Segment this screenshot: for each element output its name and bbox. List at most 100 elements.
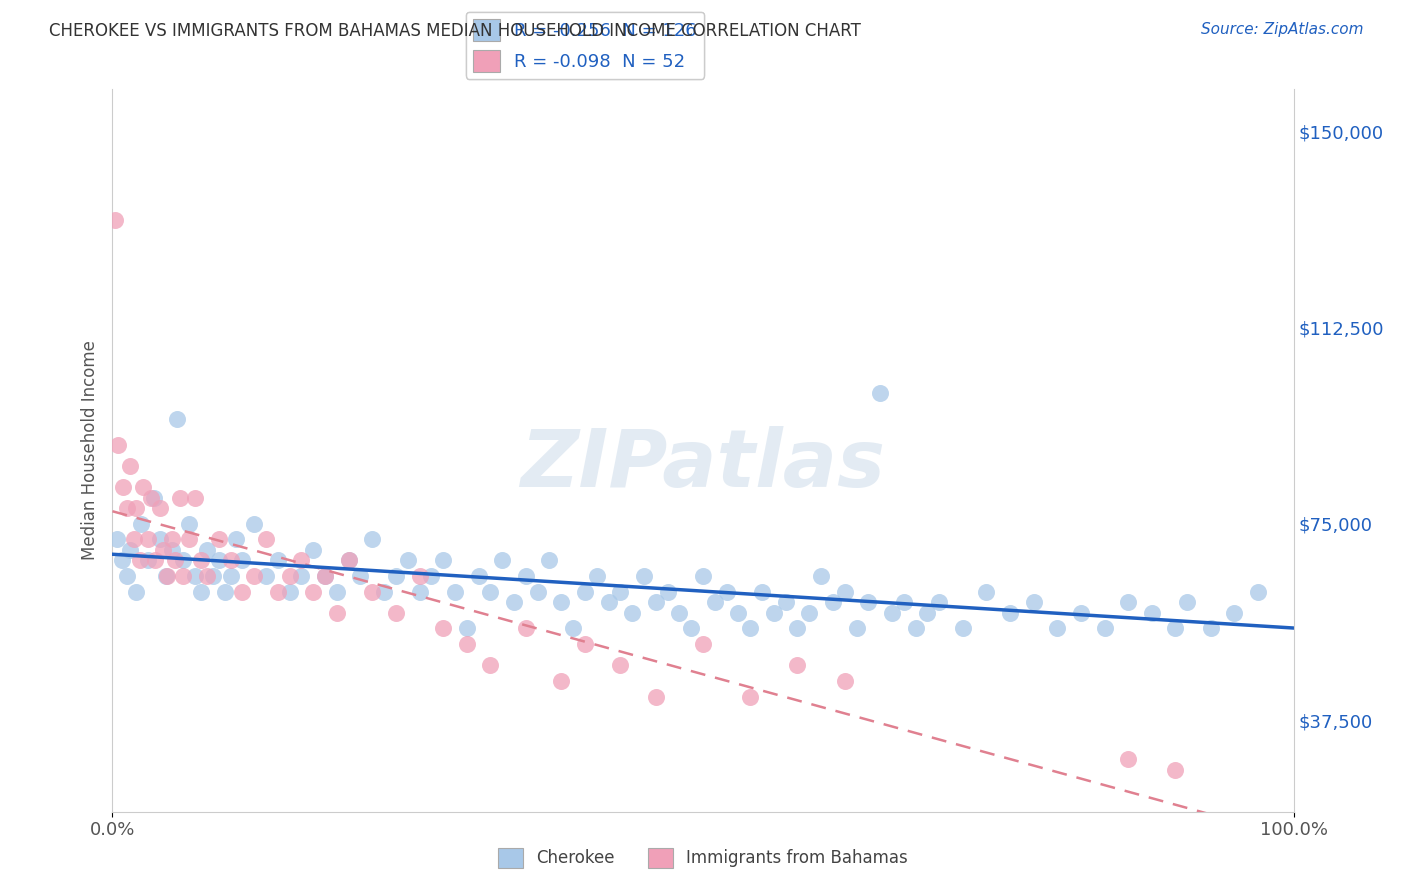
Point	[432, 553, 454, 567]
Point	[668, 606, 690, 620]
Point	[179, 533, 201, 547]
Point	[201, 569, 224, 583]
Point	[1247, 584, 1270, 599]
Point	[152, 543, 174, 558]
Point	[692, 569, 714, 583]
Point	[142, 491, 165, 505]
Point	[184, 491, 207, 505]
Point	[326, 606, 349, 620]
Point	[716, 584, 738, 599]
Point	[574, 637, 596, 651]
Point	[491, 553, 513, 567]
Text: Source: ZipAtlas.com: Source: ZipAtlas.com	[1201, 22, 1364, 37]
Point	[740, 622, 762, 636]
Point	[1094, 622, 1116, 636]
Point	[219, 569, 242, 583]
Point	[456, 622, 478, 636]
Point	[821, 595, 844, 609]
Point	[166, 412, 188, 426]
Point	[456, 637, 478, 651]
Point	[169, 491, 191, 505]
Point	[141, 491, 163, 505]
Point	[165, 553, 187, 567]
Point	[1116, 595, 1139, 609]
Point	[1140, 606, 1163, 620]
Point	[214, 584, 236, 599]
Point	[278, 584, 301, 599]
Point	[149, 533, 172, 547]
Point	[231, 553, 253, 567]
Point	[740, 690, 762, 704]
Text: CHEROKEE VS IMMIGRANTS FROM BAHAMAS MEDIAN HOUSEHOLD INCOME CORRELATION CHART: CHEROKEE VS IMMIGRANTS FROM BAHAMAS MEDI…	[49, 22, 860, 40]
Point	[408, 569, 430, 583]
Point	[290, 569, 312, 583]
Point	[179, 516, 201, 531]
Point	[526, 584, 548, 599]
Point	[156, 569, 179, 583]
Point	[373, 584, 395, 599]
Point	[243, 516, 266, 531]
Point	[550, 595, 572, 609]
Point	[609, 584, 631, 599]
Point	[254, 533, 277, 547]
Point	[1116, 752, 1139, 766]
Point	[190, 584, 212, 599]
Point	[361, 584, 384, 599]
Point	[799, 606, 821, 620]
Point	[136, 533, 159, 547]
Point	[1199, 622, 1222, 636]
Point	[111, 553, 134, 567]
Point	[479, 658, 502, 673]
Point	[762, 606, 785, 620]
Point	[105, 533, 128, 547]
Point	[337, 553, 360, 567]
Point	[692, 637, 714, 651]
Point	[845, 622, 868, 636]
Point	[574, 584, 596, 599]
Point	[928, 595, 950, 609]
Point	[396, 553, 419, 567]
Point	[479, 584, 502, 599]
Point	[349, 569, 371, 583]
Point	[337, 553, 360, 567]
Point	[644, 690, 666, 704]
Point	[1022, 595, 1045, 609]
Point	[880, 606, 903, 620]
Point	[160, 543, 183, 558]
Point	[195, 543, 218, 558]
Point	[115, 569, 138, 583]
Text: ZIPatlas: ZIPatlas	[520, 425, 886, 504]
Point	[786, 658, 808, 673]
Point	[136, 553, 159, 567]
Point	[1164, 763, 1187, 777]
Point	[125, 501, 148, 516]
Point	[208, 533, 231, 547]
Point	[727, 606, 749, 620]
Point	[120, 459, 142, 474]
Point	[267, 553, 290, 567]
Point	[290, 553, 312, 567]
Point	[385, 569, 408, 583]
Point	[621, 606, 644, 620]
Point	[633, 569, 655, 583]
Point	[976, 584, 998, 599]
Point	[129, 516, 152, 531]
Point	[385, 606, 408, 620]
Point	[444, 584, 467, 599]
Point	[125, 584, 148, 599]
Legend: Cherokee, Immigrants from Bahamas: Cherokee, Immigrants from Bahamas	[491, 841, 915, 875]
Point	[107, 438, 129, 452]
Point	[172, 569, 194, 583]
Point	[644, 595, 666, 609]
Point	[231, 584, 253, 599]
Point	[160, 533, 183, 547]
Point	[219, 553, 242, 567]
Point	[893, 595, 915, 609]
Point	[952, 622, 974, 636]
Point	[408, 584, 430, 599]
Point	[190, 553, 212, 567]
Point	[834, 673, 856, 688]
Point	[515, 622, 537, 636]
Point	[267, 584, 290, 599]
Point	[254, 569, 277, 583]
